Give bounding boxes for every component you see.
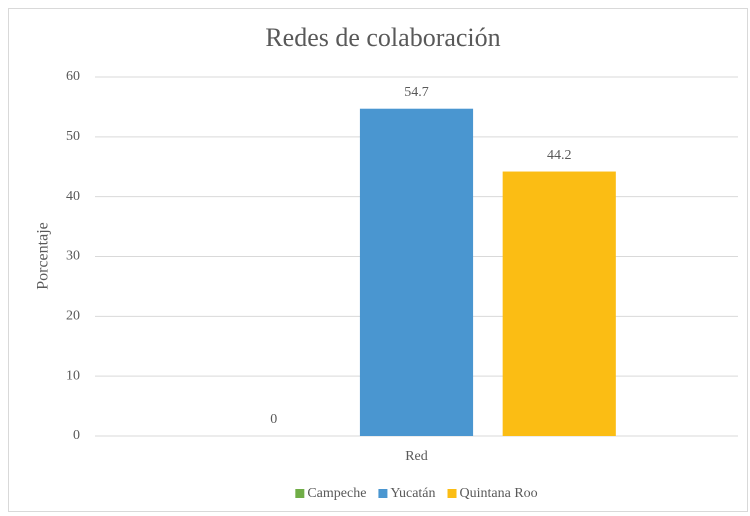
x-tick-label: Red xyxy=(405,449,428,464)
legend-label: Campeche xyxy=(307,486,366,501)
legend-swatch xyxy=(378,489,388,498)
y-tick-label: 20 xyxy=(66,309,80,324)
legend-swatch xyxy=(447,489,457,498)
data-label: 54.7 xyxy=(404,85,429,100)
data-label: 0 xyxy=(270,412,277,427)
y-tick-label: 0 xyxy=(73,428,80,443)
y-tick-label: 40 xyxy=(66,189,80,204)
y-tick-label: 30 xyxy=(66,249,80,264)
y-axis-label: Porcentaje xyxy=(35,222,52,290)
legend-label: Quintana Roo xyxy=(460,486,538,501)
legend-label: Yucatán xyxy=(390,486,435,501)
y-tick-label: 10 xyxy=(66,368,80,383)
data-label: 44.2 xyxy=(547,148,572,163)
y-tick-label: 50 xyxy=(66,129,80,144)
chart-title: Redes de colaboración xyxy=(265,23,500,52)
legend-swatch xyxy=(295,489,305,498)
bar xyxy=(359,108,474,436)
bar xyxy=(502,171,616,436)
y-tick-label: 60 xyxy=(66,69,80,84)
